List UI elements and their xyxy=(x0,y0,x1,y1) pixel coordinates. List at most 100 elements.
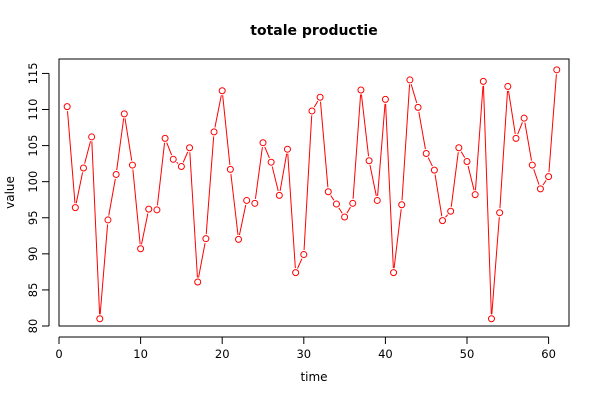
data-point xyxy=(202,235,210,243)
series-lines xyxy=(67,74,557,315)
series-segment xyxy=(410,84,418,104)
data-point xyxy=(194,278,202,286)
data-point xyxy=(283,145,291,153)
x-tick-label: 30 xyxy=(296,347,311,361)
data-point xyxy=(324,188,332,196)
data-point xyxy=(398,201,406,209)
series-segment xyxy=(533,169,540,185)
data-point xyxy=(504,82,512,90)
series-segment xyxy=(491,217,500,315)
series-segment xyxy=(346,206,351,214)
data-point xyxy=(422,150,430,158)
series-segment xyxy=(214,95,222,128)
data-point xyxy=(243,196,251,204)
data-point xyxy=(520,114,528,122)
series-segment xyxy=(254,147,263,199)
series-segment xyxy=(427,157,433,167)
data-point xyxy=(545,173,553,181)
data-point xyxy=(381,95,389,103)
series-segment xyxy=(75,172,84,204)
series-segment xyxy=(166,142,173,156)
y-tick-label: 85 xyxy=(26,283,40,298)
data-point xyxy=(96,315,104,323)
series-segment xyxy=(330,195,335,201)
y-tick-label: 100 xyxy=(26,171,40,193)
series-segment xyxy=(116,118,125,171)
data-point xyxy=(235,235,243,243)
series-segment xyxy=(198,243,206,278)
series-segment xyxy=(108,178,116,216)
data-point xyxy=(226,165,234,173)
series-segment xyxy=(297,258,303,269)
series-segment xyxy=(176,161,179,164)
data-point xyxy=(177,163,185,171)
series-segment xyxy=(303,115,313,251)
data-point xyxy=(463,157,471,165)
data-point xyxy=(120,110,128,118)
x-axis: 0 10 20 30 40 50 60 xyxy=(55,336,556,361)
y-tick-label: 80 xyxy=(26,319,40,334)
data-point xyxy=(251,199,259,207)
y-axis-label: value xyxy=(3,176,17,209)
y-tick-label: 95 xyxy=(26,210,40,225)
series-segment xyxy=(393,209,402,269)
series-segment xyxy=(445,214,449,218)
series-segment xyxy=(156,142,166,206)
series-segment xyxy=(264,146,270,159)
data-point xyxy=(390,269,398,277)
data-point xyxy=(357,86,365,94)
data-point xyxy=(373,196,381,204)
data-point xyxy=(528,161,536,169)
y-tick-label: 110 xyxy=(26,99,40,121)
series-segment xyxy=(450,152,459,207)
series-segment xyxy=(238,204,247,236)
series-segment xyxy=(91,141,101,315)
x-tick-label: 20 xyxy=(215,347,230,361)
series-segment xyxy=(467,165,475,191)
data-point xyxy=(218,87,226,95)
series-segment xyxy=(385,103,394,269)
series-segment xyxy=(189,152,198,278)
series-points xyxy=(63,66,561,323)
data-point xyxy=(447,207,455,215)
data-point xyxy=(553,66,561,74)
series-segment xyxy=(352,94,362,199)
chart-title: totale productie xyxy=(250,23,377,39)
data-point xyxy=(186,144,194,152)
series-segment xyxy=(482,85,492,315)
x-tick-label: 50 xyxy=(460,347,475,361)
series-segment xyxy=(474,85,484,191)
data-point xyxy=(259,139,267,147)
y-tick-label: 90 xyxy=(26,247,40,262)
series-segment xyxy=(222,95,231,165)
y-tick-label: 115 xyxy=(26,62,40,84)
data-point xyxy=(292,269,300,277)
series-segment xyxy=(517,122,523,135)
data-point xyxy=(153,206,161,214)
series-segment xyxy=(271,166,279,192)
series-segment xyxy=(338,207,343,214)
series-segment xyxy=(524,122,533,161)
data-point xyxy=(169,155,177,163)
data-point xyxy=(161,134,169,142)
data-point xyxy=(512,134,520,142)
y-tick-label: 105 xyxy=(26,135,40,157)
series-segment xyxy=(182,151,189,163)
data-point xyxy=(430,166,438,174)
series-segment xyxy=(141,213,149,245)
data-point xyxy=(496,209,504,217)
data-point xyxy=(112,170,120,178)
series-segment xyxy=(460,151,466,158)
series-segment xyxy=(67,111,76,204)
series-segment xyxy=(360,94,370,157)
series-segment xyxy=(499,90,509,209)
y-axis: 80 85 90 95 100 105 110 115 xyxy=(26,62,50,334)
data-point xyxy=(308,107,316,115)
series-segment xyxy=(313,100,319,108)
series-segment xyxy=(377,103,386,196)
series-segment xyxy=(542,180,547,186)
data-point xyxy=(88,133,96,141)
data-point xyxy=(71,204,79,212)
data-point xyxy=(128,161,136,169)
